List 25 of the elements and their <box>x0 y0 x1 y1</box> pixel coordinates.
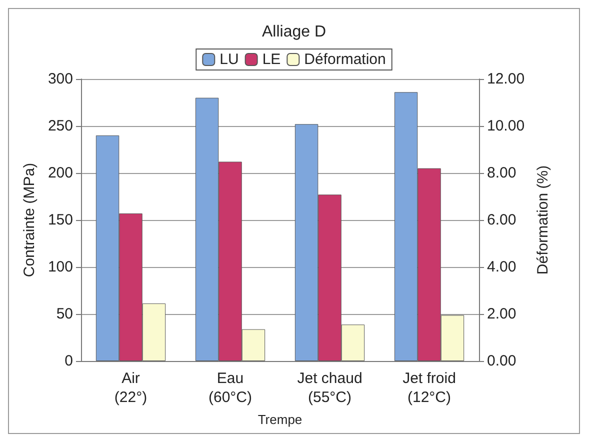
legend-label: Déformation <box>304 51 386 68</box>
legend-label: LU <box>220 51 239 68</box>
y-axis-title: Contrainte (MPa) <box>21 162 38 278</box>
y2-tick-label: 12.00 <box>487 70 525 88</box>
y-tick-label: 50 <box>56 306 73 322</box>
y2-tick-label: 2.00 <box>487 306 516 322</box>
chart-title: Alliage D <box>262 24 326 40</box>
y-tick-label: 200 <box>48 164 73 182</box>
y-tick-label: 150 <box>48 212 73 228</box>
legend-label: LE <box>262 51 281 68</box>
y-tick-label: 0 <box>64 352 73 370</box>
y-tick-label: 300 <box>48 70 73 88</box>
y-tick-label: 100 <box>48 258 73 276</box>
y-tick-label: 250 <box>48 118 73 134</box>
x-axis-title: Trempe <box>258 412 302 427</box>
y2-axis-title: Déformation (%) <box>534 165 552 275</box>
y2-tick-label: 6.00 <box>487 212 516 228</box>
x-tick-label: Eau (60°C) <box>208 370 252 406</box>
y2-tick-label: 10.00 <box>487 118 525 134</box>
x-tick-label: Air (22°) <box>114 370 148 406</box>
y2-tick-label: 4.00 <box>487 258 516 276</box>
x-tick-label: Jet froid (12°C) <box>402 370 456 406</box>
x-tick-label: Jet chaud (55°C) <box>297 370 362 406</box>
y2-tick-label: 8.00 <box>487 164 516 182</box>
y2-tick-label: 0.00 <box>487 352 516 370</box>
